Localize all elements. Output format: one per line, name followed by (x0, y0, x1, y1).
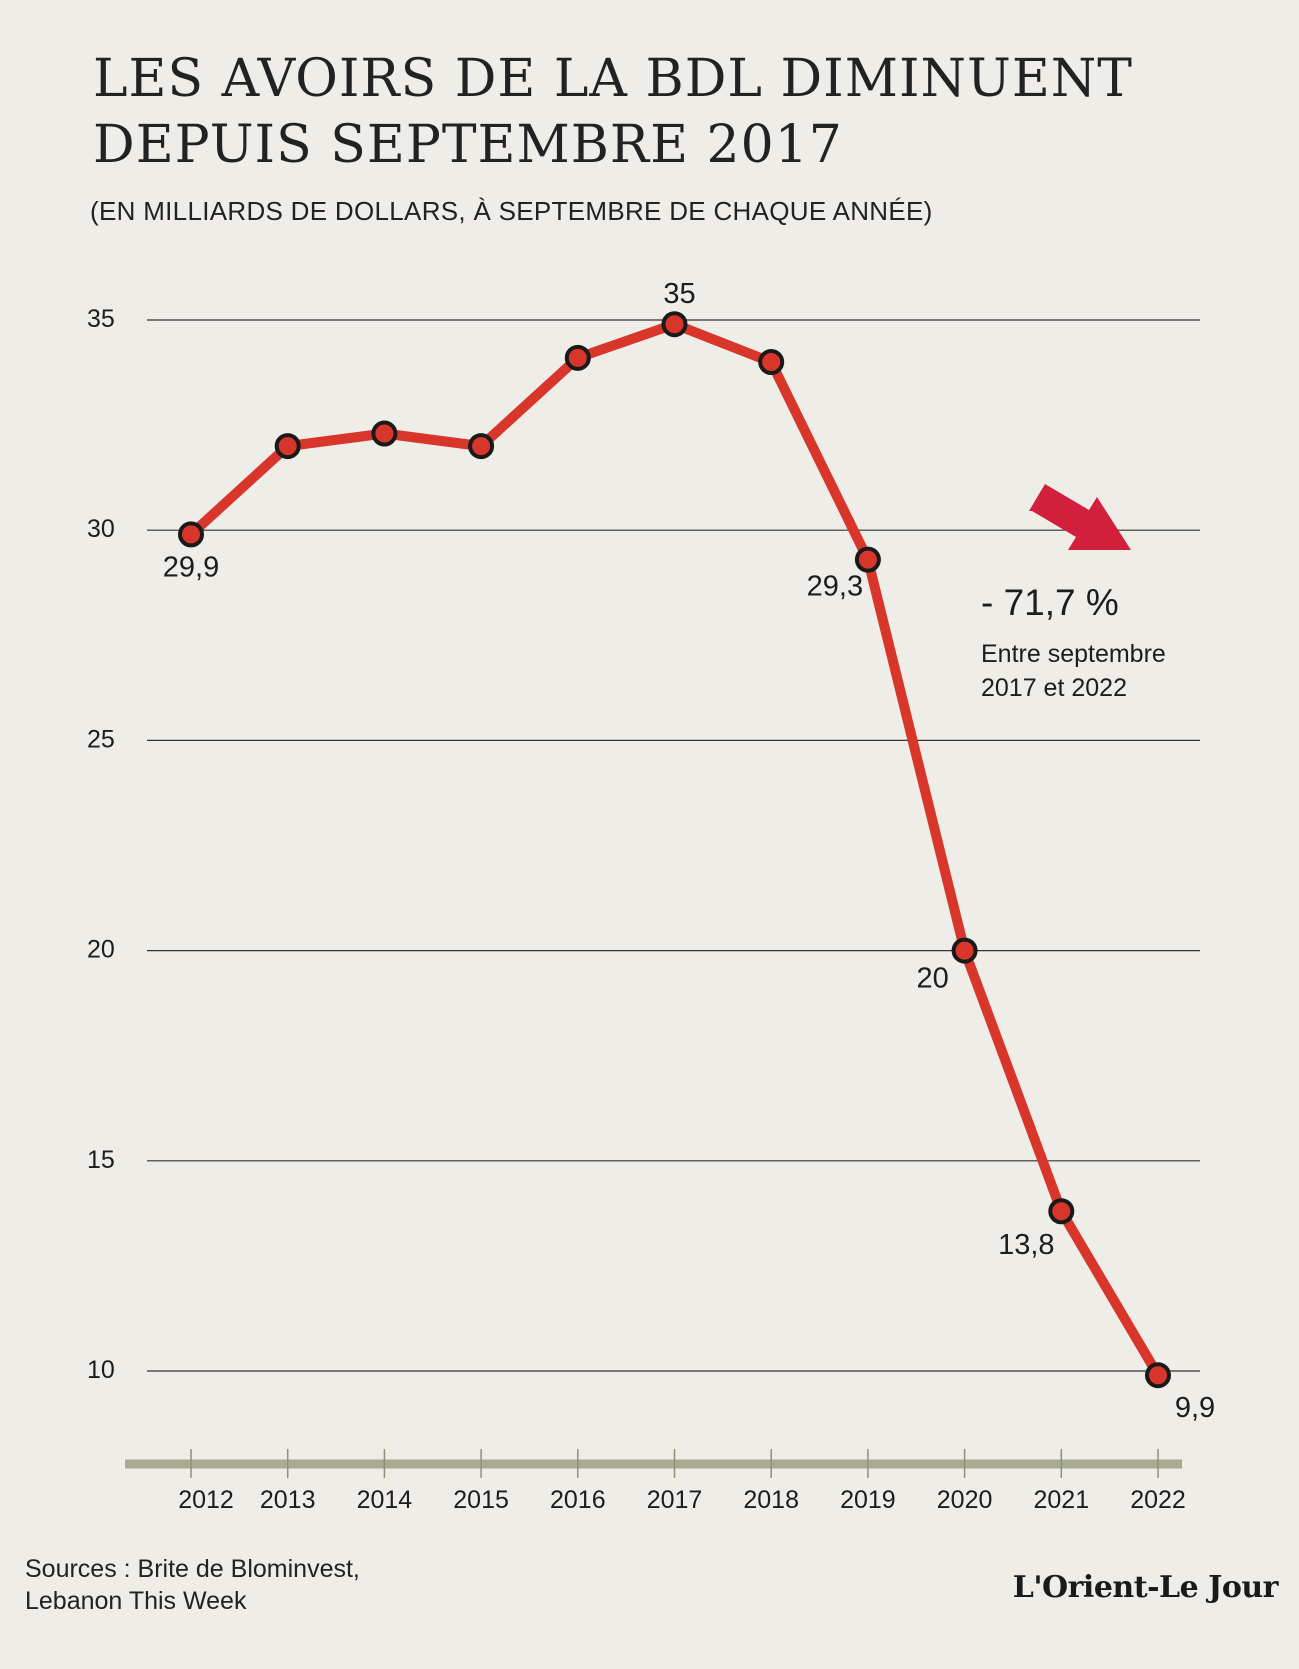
x-tick-label: 2017 (647, 1486, 703, 1514)
y-tick-label: 10 (87, 1356, 115, 1384)
sources-line-1: Sources : Brite de Blominvest, (25, 1555, 360, 1583)
x-tick-label: 2018 (743, 1486, 799, 1514)
data-label: 35 (663, 278, 695, 310)
data-label: 29,9 (163, 551, 219, 583)
title-line-1: LES AVOIRS DE LA BDL DIMINUENT (93, 49, 1133, 109)
data-point (1048, 1198, 1075, 1225)
x-tick-label: 2021 (1033, 1486, 1089, 1514)
data-point (178, 521, 204, 548)
sources-line-2: Lebanon This Week (25, 1587, 247, 1615)
data-point (1145, 1362, 1171, 1389)
down-arrow-icon (1029, 484, 1131, 550)
x-tick-label: 2013 (260, 1486, 316, 1514)
publisher-logo: L'Orient-Le Jour (1012, 1570, 1279, 1605)
series-line (186, 319, 1163, 1381)
sources-note: Sources : Brite de Blominvest, Lebanon T… (25, 1553, 360, 1617)
y-tick-label: 15 (87, 1146, 115, 1174)
y-tick-label: 25 (87, 725, 115, 753)
data-point (854, 546, 881, 573)
data-point (371, 420, 398, 447)
y-axis-ticks: 10 15 20 25 30 35 (87, 305, 115, 1384)
x-tick-label: 2016 (550, 1486, 606, 1514)
series-line-path (186, 319, 1163, 1381)
y-tick-label: 35 (87, 305, 115, 333)
data-label: 29,3 (807, 571, 863, 603)
data-point (758, 349, 785, 376)
title-line-2: DEPUIS SEPTEMBRE 2017 (93, 115, 843, 175)
x-tick-label: 2012 (178, 1486, 234, 1514)
data-label: 9,9 (1175, 1392, 1215, 1424)
y-tick-label: 30 (87, 515, 115, 543)
annotation-value: - 71,7 % (981, 582, 1119, 623)
data-labels: 29,9 35 29,3 20 13,8 9,9 (163, 278, 1215, 1424)
annotation-text-line-1: Entre septembre (981, 640, 1166, 668)
x-tick-label: 2019 (840, 1486, 896, 1514)
data-point (468, 433, 495, 460)
x-tick-label: 2014 (357, 1486, 413, 1514)
x-tick-label: 2015 (453, 1486, 509, 1514)
data-point (564, 344, 591, 371)
annotation-text-line-2: 2017 et 2022 (981, 674, 1127, 702)
data-label: 13,8 (998, 1229, 1054, 1261)
decline-annotation: - 71,7 % Entre septembre 2017 et 2022 (981, 484, 1166, 702)
gridlines (147, 319, 1200, 1372)
chart-title: LES AVOIRS DE LA BDL DIMINUENT DEPUIS SE… (93, 46, 1243, 178)
data-point (951, 937, 978, 964)
x-tick-label: 2022 (1130, 1486, 1186, 1514)
data-label: 20 (916, 963, 948, 995)
series-markers (178, 311, 1171, 1389)
x-axis: 2012 2013 2014 2015 2016 2017 2018 2019 2020 2021… (125, 1449, 1186, 1514)
chart-subtitle: (EN MILLIARDS DE DOLLARS, À SEPTEMBRE DE… (90, 196, 933, 226)
data-point (661, 311, 688, 338)
data-point (274, 433, 301, 460)
y-tick-label: 20 (87, 936, 115, 964)
x-tick-label: 2020 (937, 1486, 993, 1514)
